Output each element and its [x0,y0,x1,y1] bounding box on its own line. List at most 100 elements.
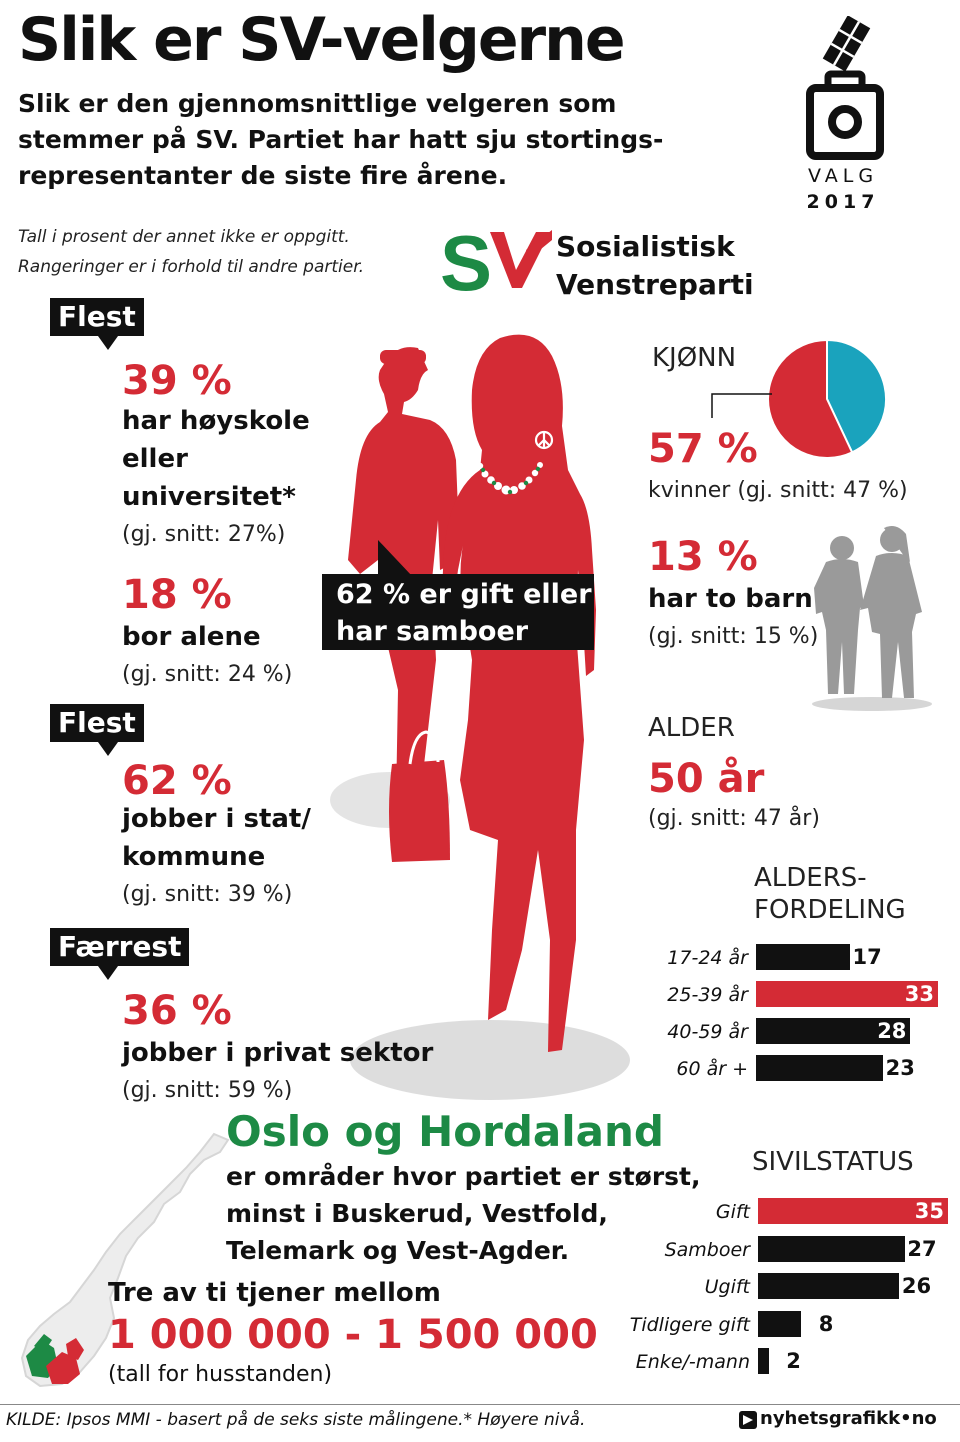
stat-line: eller [122,444,188,474]
bar-value-label: 27 [907,1236,937,1261]
lead-line: Slik er den gjennomsnittlige velgeren so… [18,89,617,118]
income-value: 1 000 000 - 1 500 000 [108,1312,598,1358]
lead-paragraph: Slik er den gjennomsnittlige velgeren so… [18,86,664,194]
bar-category-label: 40-59 år [667,1021,748,1043]
bar-value-label: 23 [885,1056,915,1080]
bar-value-label: 35 [914,1199,944,1223]
bar-0 [756,944,850,970]
note-line: Rangeringer er i forhold til andre parti… [18,257,365,277]
stat-line: kommune [122,842,266,872]
stat-avg: (gj. snitt: 24 %) [122,662,293,687]
tag-tail [98,966,118,980]
lead-line: representanter de siste fire årene. [18,161,508,190]
credit-text: nyhetsgrafikk•no [760,1408,937,1429]
gender-heading: KJØNN [652,343,737,373]
bar-category-label: Ugift [704,1276,750,1298]
sv-logo-s: S [440,226,492,296]
bar-2 [758,1273,900,1299]
callout-line: 62 % er gift eller [336,579,592,610]
bar-3 [756,1055,883,1081]
gender-pie-chart [767,338,887,459]
children-value: 13 % [648,534,758,580]
stat-avg: (gj. snitt: 59 %) [122,1078,293,1103]
footer-divider [0,1404,960,1405]
peace-sign-icon [534,430,554,450]
civil-chart-title: SIVILSTATUS [752,1147,914,1177]
tag-tail [98,742,118,756]
valg-label: VALG [807,165,879,187]
gender-value: 57 % [648,426,758,472]
bar-2 [756,1018,911,1044]
region-line: er områder hvor partiet er størst, [226,1162,701,1191]
age-heading: ALDER [648,713,735,743]
stat-value: 39 % [122,358,232,404]
bar-value-label: 17 [852,945,882,969]
children-text: har to barn [648,584,813,614]
page-title: Slik er SV-velgerne [18,5,626,75]
tag-tail [98,336,118,350]
stat-text: har høyskole eller universitet* [122,402,310,516]
married-callout: 62 % er gift eller har samboer [322,574,594,650]
pie-leader-line [711,393,772,418]
bar-category-label: Enke/-mann [635,1351,750,1373]
bar-category-label: 17-24 år [667,947,748,969]
children-avg: (gj. snitt: 15 %) [648,624,819,649]
region-line: Telemark og Vest-Agder. [226,1236,570,1265]
bar-1 [758,1235,905,1262]
bar-value-label: 2 [786,1349,801,1373]
party-name: Sosialistisk Venstreparti [556,228,754,304]
bar-value-label: 8 [818,1311,834,1336]
valg-year: 2017 [806,191,880,213]
bar-value-label: 33 [904,982,934,1006]
voter-silhouettes [330,334,630,1100]
bar-0 [758,1198,948,1224]
tag-faerrest: Færrest [50,928,190,966]
party-name-line: Venstreparti [556,268,754,301]
stat-avg: (gj. snitt: 27%) [122,522,286,547]
bar-1 [756,981,938,1007]
party-name-line: Sosialistisk [556,230,735,263]
stat-avg: (gj. snitt: 39 %) [122,882,293,907]
bar-4 [758,1348,769,1374]
age-value: 50 år [648,756,765,802]
bar-category-label: 60 år + [676,1058,748,1080]
gender-text: kvinner (gj. snitt: 47 %) [648,478,908,503]
stat-line: jobber i stat/ [122,804,311,834]
region-title: Oslo og Hordaland [226,1107,664,1156]
children-silhouettes [812,526,932,711]
stat-text: jobber i stat/ kommune [122,800,311,876]
stat-line: jobber i privat sektor [122,1038,434,1068]
age-chart-title-line: FORDELING [754,895,906,925]
stat-line: bor alene [122,622,261,652]
bar-category-label: Tidligere gift [629,1313,750,1336]
bar-value-label: 26 [901,1274,932,1298]
bar-value-label: 28 [877,1019,907,1043]
stat-line: har høyskole [122,406,310,436]
stat-value: 18 % [122,572,232,618]
region-text: er områder hvor partiet er størst, minst… [226,1158,700,1269]
civil-status-chart: Gift 35 Samboer 27 Ugift 26 Tidligere gift 8 Enk… [600,1198,960,1388]
lead-line: stemmer på SV. Partiet har hatt sju stor… [18,125,664,154]
tag-flest: Flest [50,704,144,742]
income-lead: Tre av ti tjener mellom [108,1278,441,1308]
sv-logo: S [440,226,552,296]
bar-3 [758,1310,802,1337]
pie-slice-kvinner [767,338,854,459]
tag-flest: Flest [50,298,144,336]
bar-category-label: Gift [715,1201,750,1223]
bar-category-label: 25-39 år [667,984,748,1006]
note: Tall i prosent der annet ikke er oppgitt… [18,222,364,282]
stat-value: 62 % [122,758,232,804]
norway-map-icon [20,1132,230,1388]
pie-slice-other [826,338,887,454]
age-avg: (gj. snitt: 47 år) [648,806,820,831]
income-note: (tall for husstanden) [108,1362,333,1387]
age-chart-title-line: ALDERS- [754,863,867,893]
note-line: Tall i prosent der annet ikke er oppgitt… [18,227,350,247]
stat-line: universitet* [122,482,296,512]
stat-value: 36 % [122,988,232,1034]
callout-line: har samboer [336,616,529,647]
bar-category-label: Samboer [664,1238,750,1261]
age-chart-title: ALDERS- FORDELING [754,862,906,926]
source-text: KILDE: Ipsos MMI - basert på de seks sis… [6,1410,586,1430]
